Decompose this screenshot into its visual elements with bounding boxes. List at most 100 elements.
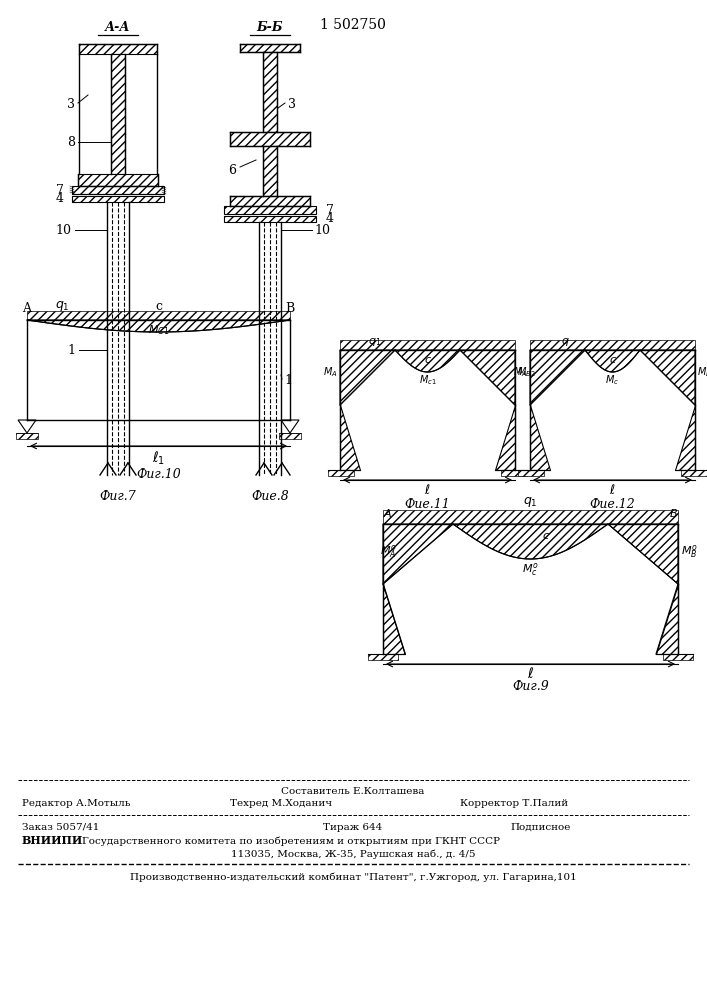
Bar [518,470,544,476]
Text: 7: 7 [326,204,334,217]
Text: Государственного комитета по изобретениям и открытиям при ГКНТ СССР: Государственного комитета по изобретения… [82,836,500,846]
Text: $q_1$: $q_1$ [523,495,538,509]
Bar [530,340,695,350]
Text: 10: 10 [314,224,330,236]
Text: 3: 3 [67,99,75,111]
Bar [340,340,515,350]
Polygon shape [383,584,405,654]
Text: $M_A$: $M_A$ [323,365,338,379]
Text: $M_{B2}$: $M_{B2}$ [517,365,536,379]
Text: Фие.12: Фие.12 [590,498,636,512]
Text: 4: 4 [326,213,334,226]
Polygon shape [263,52,277,132]
Polygon shape [340,405,360,470]
Text: Фиг.9: Фиг.9 [512,680,549,692]
Text: 113035, Москва, Ж-35, Раушская наб., д. 4/5: 113035, Москва, Ж-35, Раушская наб., д. … [230,849,475,859]
Text: $M_B$: $M_B$ [697,365,707,379]
Text: $M_{c1}$: $M_{c1}$ [419,373,436,387]
Polygon shape [230,132,310,146]
Text: 1: 1 [284,373,292,386]
Text: $A$: $A$ [383,507,392,519]
Polygon shape [340,350,395,405]
Polygon shape [281,420,299,433]
Polygon shape [585,350,640,372]
Polygon shape [656,584,678,654]
Text: Корректор Т.Палий: Корректор Т.Палий [460,800,568,808]
Text: $M_c^o$: $M_c^o$ [522,560,539,578]
Text: 10: 10 [55,224,71,236]
Polygon shape [72,186,164,194]
Bar [16,433,38,439]
Text: 1 502750: 1 502750 [320,18,386,32]
Polygon shape [530,350,585,405]
Text: 8: 8 [67,135,75,148]
Polygon shape [460,350,515,405]
Text: $\ell$: $\ell$ [424,483,431,497]
Text: Фиг.10: Фиг.10 [136,468,181,481]
Bar [383,510,678,524]
Polygon shape [263,146,277,196]
Text: ВНИИПИ: ВНИИПИ [22,836,83,846]
Polygon shape [230,196,310,206]
Bar [681,470,707,476]
Text: Фие.8: Фие.8 [251,490,289,503]
Bar [663,654,693,660]
Text: $q_1$: $q_1$ [54,299,69,313]
Text: $q$: $q$ [561,336,569,348]
Polygon shape [18,420,36,433]
Bar [27,311,290,320]
Polygon shape [640,350,695,405]
Bar [368,654,398,660]
Polygon shape [530,405,550,470]
Polygon shape [111,54,125,174]
Text: $c$: $c$ [609,355,617,365]
Text: $c$: $c$ [542,531,549,541]
Polygon shape [453,524,608,559]
Text: 3: 3 [288,99,296,111]
Text: $\ell$: $\ell$ [527,666,534,682]
Polygon shape [224,206,316,214]
Polygon shape [495,405,515,470]
Text: $\ell$: $\ell$ [609,483,616,497]
Polygon shape [383,524,453,584]
Bar [501,470,527,476]
Text: $M_{C1}$: $M_{C1}$ [148,323,169,337]
Text: Техред М.Ходанич: Техред М.Ходанич [230,800,332,808]
Text: Фие.11: Фие.11 [404,498,450,512]
Polygon shape [395,350,460,372]
Text: 4: 4 [56,192,64,206]
Text: Заказ 5057/41: Заказ 5057/41 [22,822,100,832]
Polygon shape [78,174,158,186]
Text: 7: 7 [56,184,64,196]
Polygon shape [240,44,300,52]
Text: B: B [286,302,295,315]
Polygon shape [79,44,157,54]
Polygon shape [224,216,316,222]
Text: 6: 6 [228,163,236,176]
Polygon shape [27,320,290,332]
Text: Составитель Е.Колташева: Составитель Е.Колташева [281,788,425,796]
Text: Производственно-издательский комбинат "Патент", г.Ужгород, ул. Гагарина,101: Производственно-издательский комбинат "П… [129,872,576,882]
Polygon shape [608,524,678,584]
Text: $M_c$: $M_c$ [605,373,619,387]
Bar [328,470,354,476]
Text: $c$: $c$ [423,355,431,365]
Text: c: c [155,300,162,312]
Text: $B$: $B$ [669,507,677,519]
Polygon shape [72,196,164,202]
Text: $M_A$: $M_A$ [513,365,528,379]
Text: Подписное: Подписное [510,822,571,832]
Text: А-А: А-А [105,21,131,34]
Text: Б-Б: Б-Б [257,21,284,34]
Text: Тираж 644: Тираж 644 [323,822,382,832]
Text: Редактор А.Мотыль: Редактор А.Мотыль [22,800,130,808]
Text: A: A [23,302,32,315]
Bar [279,433,301,439]
Text: $q_1$: $q_1$ [368,336,382,348]
Text: Фиг.7: Фиг.7 [100,490,136,503]
Text: 1: 1 [67,344,75,357]
Text: $M_B^o$: $M_B^o$ [681,544,698,560]
Text: $\ell_1$: $\ell_1$ [152,449,165,467]
Polygon shape [675,405,695,470]
Text: $M_A^o$: $M_A^o$ [380,544,397,560]
